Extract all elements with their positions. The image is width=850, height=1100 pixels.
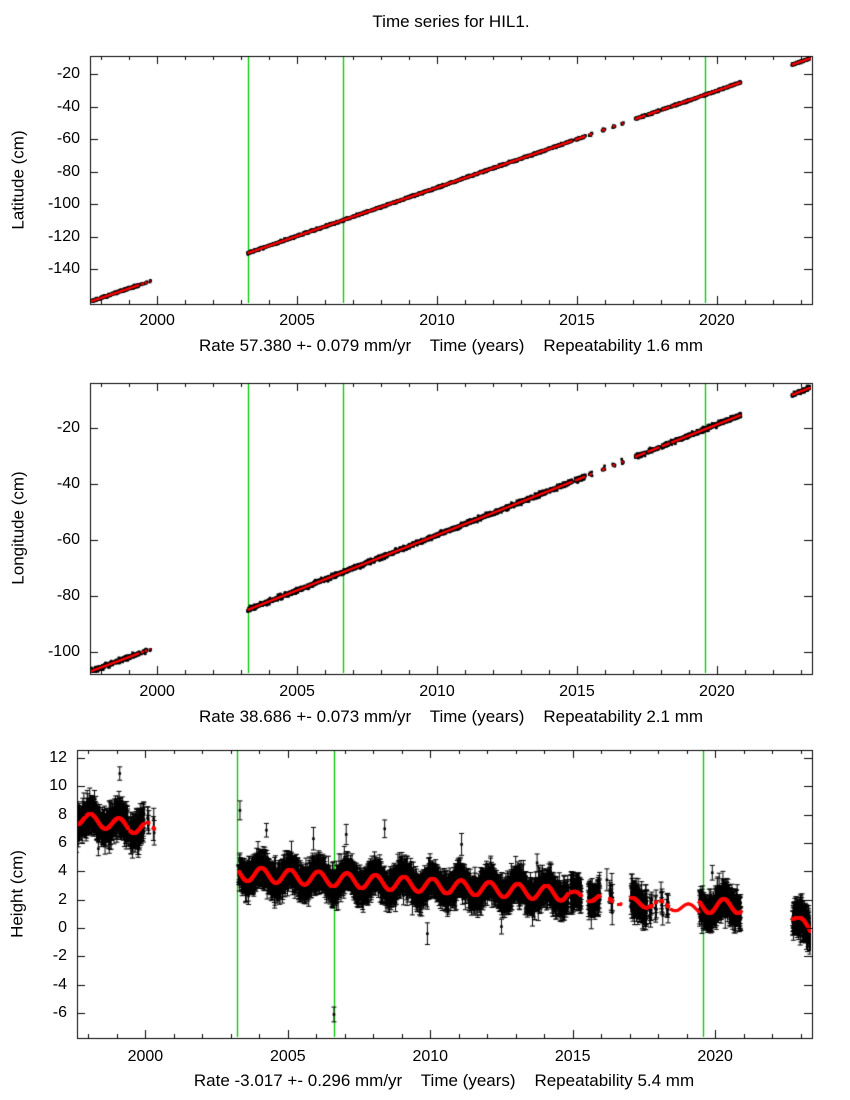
y-tick-label: -60 (56, 130, 80, 148)
y-tick-label: -20 (56, 419, 80, 437)
x-tick-label: 2020 (697, 1048, 733, 1065)
x-tick-label: 2010 (419, 683, 455, 700)
x-tick-label: 2015 (559, 683, 595, 700)
x-tick-label: 2015 (559, 312, 595, 329)
x-tick-label: 2000 (139, 683, 175, 700)
y-tick-label: -60 (56, 530, 80, 548)
y-tick-label: -100 (47, 642, 80, 660)
x-tick-label: 2015 (554, 1048, 591, 1065)
stats-line-latitude: Rate 57.380 +- 0.079 mm/yr Time (years) … (198, 336, 704, 355)
y-tick-label: 0 (58, 919, 67, 937)
y-tick-label: 4 (58, 862, 67, 880)
x-tick-label: 2000 (127, 1048, 164, 1065)
y-tick-label: -40 (56, 475, 80, 492)
x-tick-label: 2020 (699, 312, 735, 329)
y-tick-label: -20 (56, 65, 80, 83)
y-tick-label: -6 (52, 1004, 67, 1022)
x-tick-label: 2010 (412, 1048, 449, 1065)
y-tick-label: -80 (56, 586, 80, 604)
y-tick-label: -100 (47, 195, 80, 213)
y-tick-label: -140 (47, 260, 80, 278)
y-tick-label: 8 (58, 805, 67, 823)
y-tick-label: -120 (47, 227, 80, 245)
x-tick-label: 2005 (279, 312, 315, 329)
y-tick-label: -2 (52, 947, 67, 965)
y-tick-label: -4 (52, 975, 67, 993)
y-tick-label: 2 (58, 890, 67, 908)
x-tick-label: 2005 (270, 1048, 306, 1065)
stats-line-height: Rate -3.017 +- 0.296 mm/yr Time (years) … (193, 1071, 695, 1090)
y-tick-label: 12 (49, 748, 67, 766)
y-tick-label: -40 (56, 97, 80, 115)
x-tick-label: 2020 (699, 683, 735, 700)
y-tick-label: 10 (49, 777, 67, 795)
y-tick-label: -80 (56, 162, 80, 180)
x-tick-label: 2005 (279, 683, 315, 700)
figure-title: Time series for HIL1. (372, 12, 530, 31)
x-tick-label: 2010 (419, 312, 455, 329)
stats-line-longitude: Rate 38.686 +- 0.073 mm/yr Time (years) … (198, 707, 704, 726)
y-tick-label: 6 (58, 833, 67, 851)
x-tick-label: 2000 (139, 312, 175, 329)
